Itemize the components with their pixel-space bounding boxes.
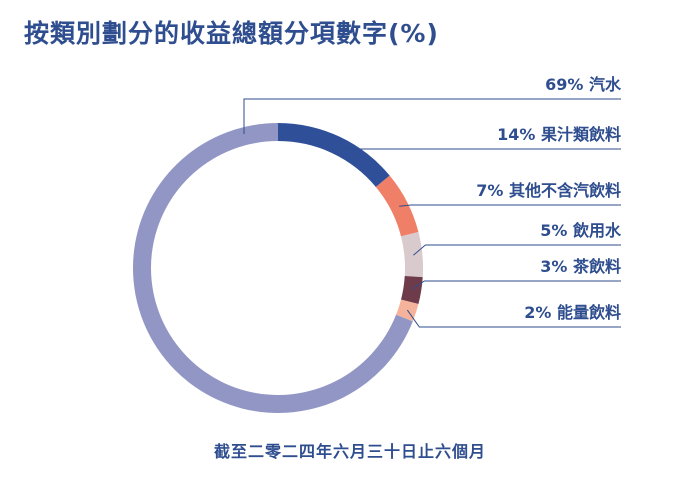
leader-lines [243,98,621,328]
donut-slice-2 [375,175,419,237]
slice-label-4: 3% 茶飲料 [540,257,621,276]
slice-label-0: 69% 汽水 [545,75,622,94]
leader-line-4 [412,280,621,290]
chart-title: 按類別劃分的收益總額分項數字(%) [24,19,439,48]
donut-slice-1 [278,123,390,188]
donut-slices [133,123,423,413]
leader-line-0 [243,98,621,134]
leader-line-3 [413,244,621,256]
leader-line-5 [406,309,621,328]
donut-slice-3 [401,231,423,278]
slice-labels: 69% 汽水 14% 果汁類飲料 7% 其他不含汽飲料 5% 飲用水 3% 茶飲料 2% … [476,75,622,322]
slice-label-3: 5% 飲用水 [540,221,622,240]
leader-line-1 [335,144,621,150]
period-caption: 截至二零二四年六月三十日止六個月 [213,442,486,461]
slice-label-5: 2% 能量飲料 [524,303,621,322]
slice-label-1: 14% 果汁類飲料 [497,125,621,144]
slice-label-2: 7% 其他不含汽飲料 [476,181,621,200]
leader-line-2 [399,204,621,207]
donut-slice-4 [401,275,423,305]
